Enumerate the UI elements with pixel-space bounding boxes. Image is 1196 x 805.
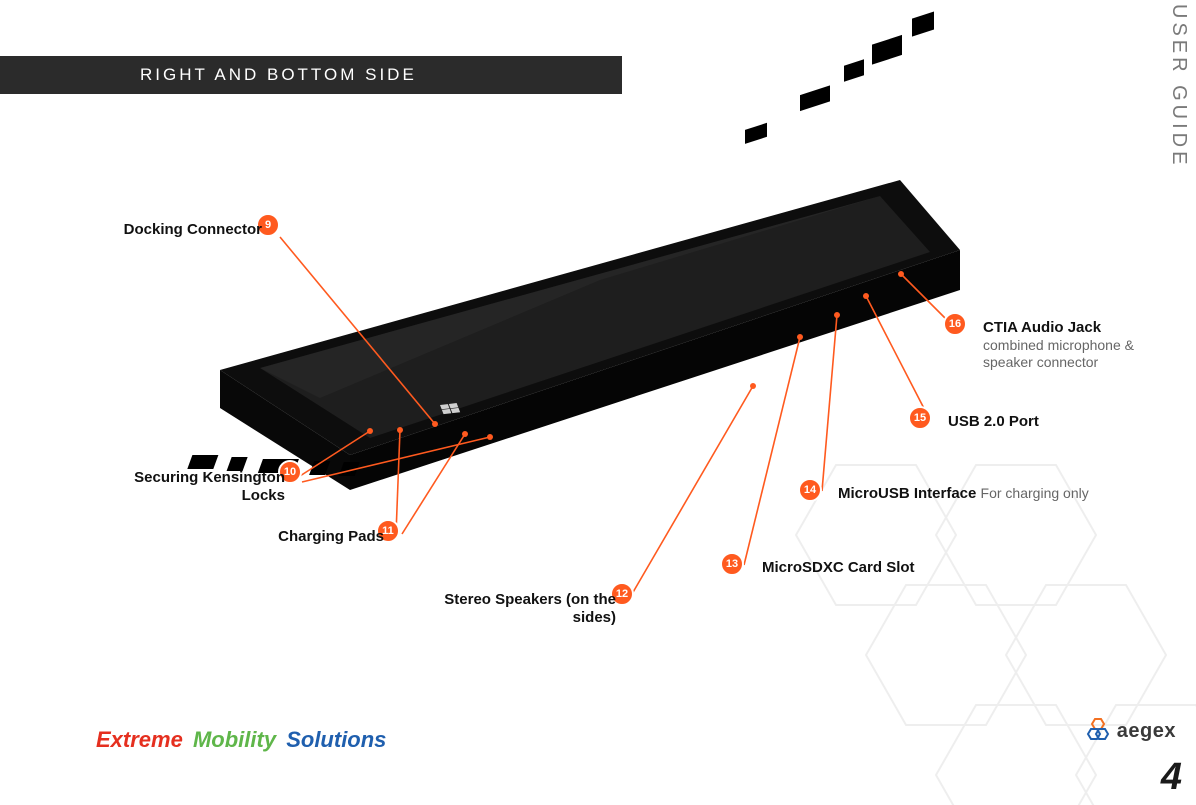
- annotation-label-15: USB 2.0 Port: [948, 413, 1039, 431]
- annotation-badge-13: 13: [720, 552, 744, 576]
- annotation-label-10: Securing Kensington Locks: [90, 469, 285, 505]
- annotation-badge-15: 15: [908, 406, 932, 430]
- annotation-label-11: Charging Pads: [276, 528, 384, 546]
- annotation-badge-16: 16: [943, 312, 967, 336]
- annotation-badge-14: 14: [798, 478, 822, 502]
- annotation-label-9: Docking Connector: [112, 221, 262, 239]
- annotation-label-16: CTIA Audio Jackcombined microphone & spe…: [983, 319, 1153, 371]
- annotation-label-14: MicroUSB Interface For charging only: [838, 485, 1089, 503]
- annotation-label-13: MicroSDXC Card Slot: [762, 559, 915, 577]
- page: USER GUIDE RIGHT AND BOTTOM SIDE: [0, 0, 1196, 805]
- annotation-label-12: Stereo Speakers (on the sides): [404, 591, 616, 627]
- annotations-layer: 9Docking Connector10Securing Kensington …: [0, 0, 1196, 805]
